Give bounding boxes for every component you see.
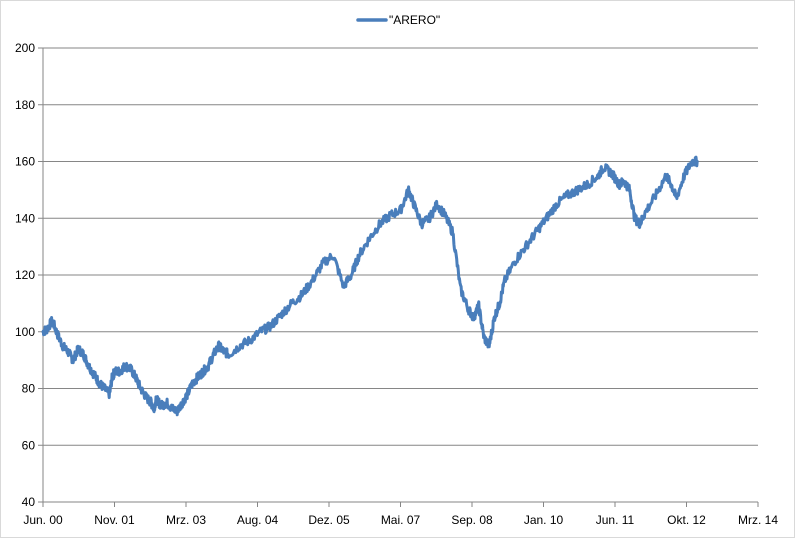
series-line-arero bbox=[41, 155, 699, 417]
x-tick-label: Okt. 12 bbox=[667, 513, 706, 527]
y-tick-label: 180 bbox=[15, 98, 35, 112]
y-tick-label: 140 bbox=[15, 211, 35, 225]
x-tick-label: Mrz. 14 bbox=[738, 513, 778, 527]
y-tick-label: 200 bbox=[15, 41, 35, 55]
x-tick-label: Aug. 04 bbox=[237, 513, 279, 527]
axes bbox=[38, 47, 759, 507]
x-axis-tick-labels: Jun. 00 Nov. 01 Mrz. 03 Aug. 04 Dez. 05 Mai. … bbox=[23, 513, 778, 527]
x-tick-label: Jan. 10 bbox=[524, 513, 564, 527]
legend-label: "ARERO" bbox=[389, 13, 440, 27]
y-tick-label: 80 bbox=[22, 382, 36, 396]
x-tick-label: Mai. 07 bbox=[381, 513, 421, 527]
x-tick-label: Nov. 01 bbox=[94, 513, 135, 527]
series-lines bbox=[41, 155, 699, 417]
grid-lines bbox=[43, 47, 758, 446]
x-tick-label: Sep. 08 bbox=[451, 513, 493, 527]
y-tick-label: 60 bbox=[22, 438, 36, 452]
y-tick-label: 160 bbox=[15, 155, 35, 169]
x-tick-label: Mrz. 03 bbox=[166, 513, 206, 527]
y-tick-label: 100 bbox=[15, 325, 35, 339]
y-axis-tick-labels: 40 60 80 100 120 140 160 180 200 bbox=[15, 41, 35, 509]
legend: "ARERO" bbox=[356, 13, 440, 27]
y-tick-label: 40 bbox=[22, 495, 36, 509]
y-tick-label: 120 bbox=[15, 268, 35, 282]
x-tick-label: Jun. 11 bbox=[596, 513, 635, 527]
x-tick-label: Dez. 05 bbox=[308, 513, 350, 527]
x-tick-label: Jun. 00 bbox=[23, 513, 63, 527]
